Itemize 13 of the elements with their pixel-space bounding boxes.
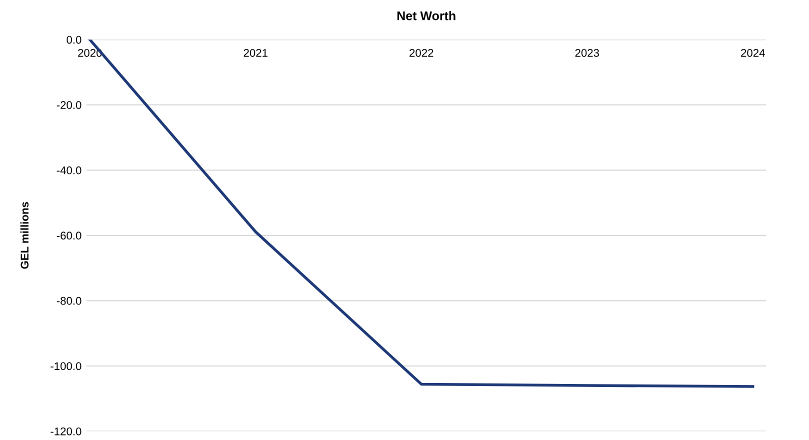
- y-tick-label: -20.0: [56, 101, 82, 109]
- y-tick-label: -120.0: [50, 427, 82, 436]
- y-tick-label: -60.0: [56, 232, 82, 240]
- x-tick-label: 2024: [741, 48, 765, 57]
- x-tick-label: 2021: [244, 48, 268, 57]
- y-tick-label: -100.0: [50, 362, 82, 370]
- chart-title: Net Worth: [397, 11, 456, 20]
- x-tick-label: 2022: [410, 48, 434, 57]
- y-tick-label: 0.0: [66, 36, 82, 44]
- x-tick-label: 2023: [575, 48, 599, 57]
- y-axis-title: GEL millions: [20, 202, 29, 269]
- y-tick-label: -40.0: [56, 166, 82, 174]
- y-tick-label: -80.0: [56, 296, 82, 305]
